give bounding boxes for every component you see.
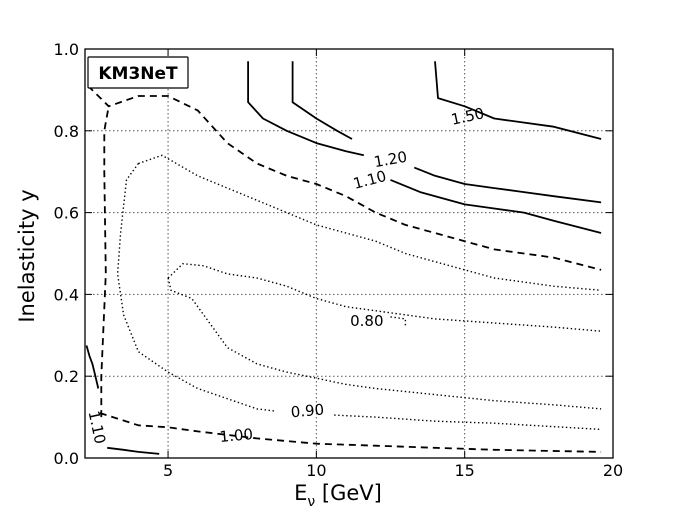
contour-line [247,61,364,157]
x-tick-label: 5 [163,461,173,480]
contour-label: 1.20 [373,148,409,172]
contour-line [413,166,602,204]
contour-label: 1.00 [219,425,254,446]
legend-text: KM3NeT [98,64,178,84]
contour-line [85,345,100,389]
contour-line [107,446,160,455]
legend-box: KM3NeT [87,56,189,89]
tick-labels: 5 10 15 20 0.0 0.2 0.4 0.6 0.8 1.0 [54,40,624,480]
contour-line [87,85,602,453]
contour-line [434,61,602,140]
y-tick-label: 1.0 [54,40,79,59]
x-tick-label: 15 [455,461,475,480]
contour-line [167,263,602,410]
y-axis-label: Inelasticity y [15,189,39,322]
y-tick-label: 0.4 [54,285,79,304]
contour-line [291,61,353,140]
y-tick-label: 0.2 [54,367,79,386]
contour-label: 1.10 [351,167,388,193]
grid [85,49,614,458]
y-tick-label: 0.0 [54,449,79,468]
contour-label: 1.50 [449,104,485,129]
contour-lines [85,61,602,455]
contour-line [116,154,602,431]
contour-line [390,179,602,234]
y-tick-label: 0.6 [54,204,79,223]
ticks [85,48,614,459]
plot-frame [84,48,614,459]
contour-label: 0.80 [350,312,383,330]
x-tick-label: 20 [603,461,623,480]
x-tick-label: 10 [306,461,326,480]
x-axis-label: Eν [GeV] [294,481,382,508]
y-tick-label: 0.8 [54,122,79,141]
contour-label: 0.90 [290,401,325,422]
contour-labels: 1.501.201.101.10 1.000.900.80 [85,104,486,446]
